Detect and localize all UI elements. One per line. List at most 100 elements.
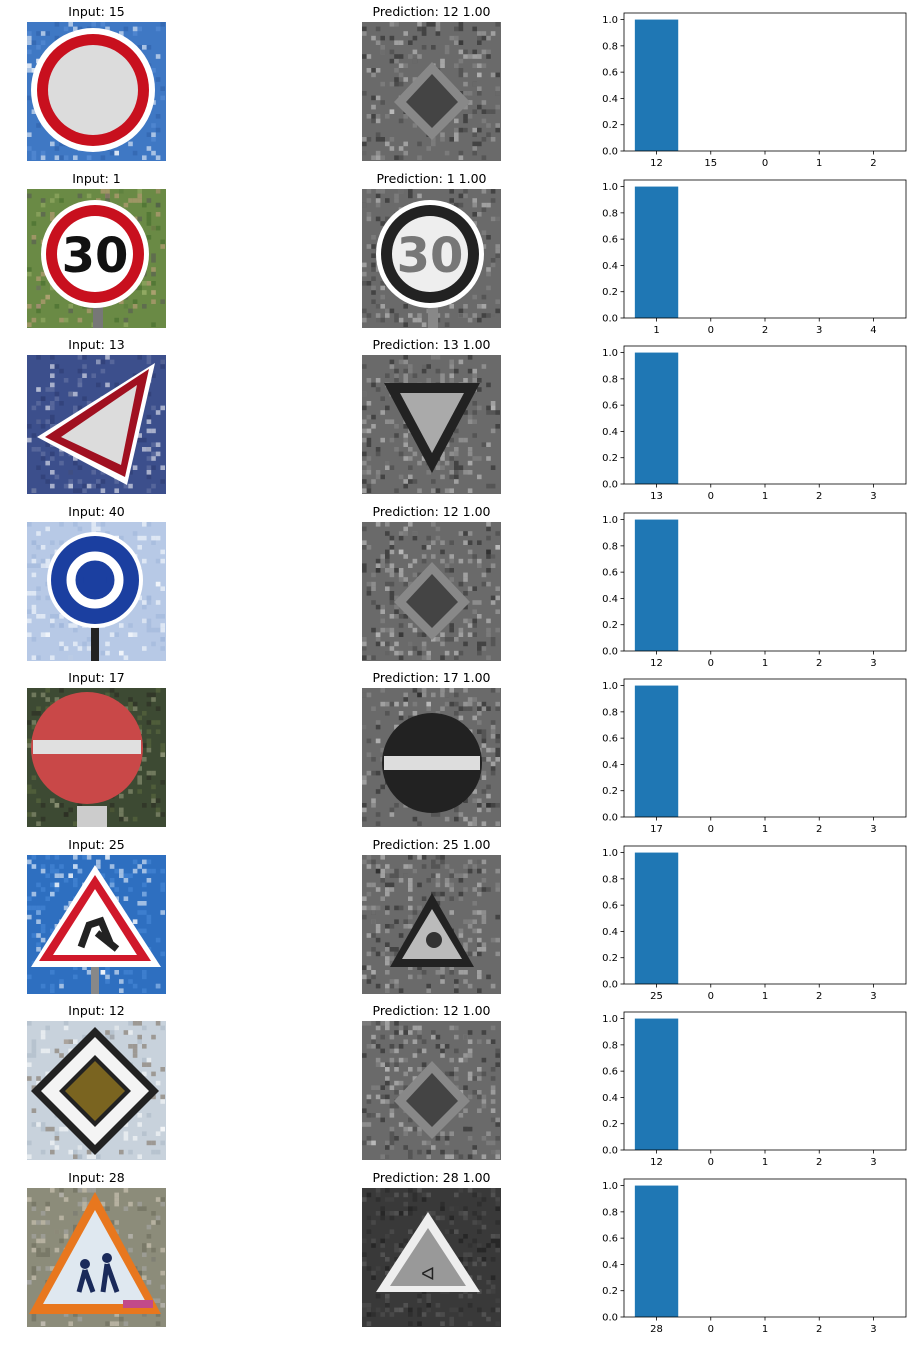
priority-road-sign-grayscale-icon <box>362 22 501 161</box>
y-tick-label: 0.4 <box>602 94 618 105</box>
top5-probability-chart: 0.0 0.2 0.4 0.6 0.8 1.0 13 0 1 2 3 <box>590 343 916 503</box>
y-tick-label: 0.2 <box>602 453 618 464</box>
y-tick-label: 1.0 <box>602 15 618 26</box>
x-tick-label: 2 <box>816 1157 822 1168</box>
prediction-title: Prediction: 28 1.00 <box>372 1170 491 1185</box>
y-tick-label: 0.8 <box>602 374 618 385</box>
priority-road-sign-grayscale-icon <box>362 522 501 661</box>
y-tick-label: 0.8 <box>602 208 618 219</box>
result-row: Input: 13 Prediction: 13 1.00 0.0 0.2 0.4 0.6… <box>0 333 916 503</box>
y-tick-label: 0.6 <box>602 401 618 412</box>
result-row: Input: 28 Prediction: 28 1.00 ᐊ 0.0 0.2 0.4 0.… <box>0 1166 916 1335</box>
y-tick-label: 0.0 <box>602 813 618 824</box>
x-tick-label: 2 <box>816 491 822 502</box>
y-tick-label: 0.8 <box>602 1207 618 1218</box>
road-work-sign-image <box>27 855 166 994</box>
yield-sign-image <box>27 355 166 494</box>
result-row: Input: 25 Prediction: 25 1.00 0.0 0.2 0.4 0.6… <box>0 833 916 1002</box>
svg-text:30: 30 <box>397 228 464 284</box>
road-work-sign-grayscale-image <box>362 855 501 994</box>
result-row: Input: 1 Prediction: 1 1.00 30 30 0.0 0.2 0.4 0… <box>0 167 916 337</box>
x-tick-label: 15 <box>704 158 717 169</box>
y-tick-label: 0.6 <box>602 68 618 79</box>
y-tick-label: 0.0 <box>602 980 618 991</box>
input-title: Input: 15 <box>68 4 125 19</box>
y-tick-label: 0.2 <box>602 1286 618 1297</box>
probability-chart-svg: 0.00.20.40.60.81.012 15 0 1 2 <box>602 12 907 169</box>
top5-probability-chart: 0.0 0.2 0.4 0.6 0.8 1.0 12 15 0 1 2 <box>590 10 916 170</box>
road-work-sign-icon <box>27 855 166 994</box>
bar-12 <box>634 19 679 152</box>
x-tick-label: 1 <box>762 1324 768 1335</box>
input-title: Input: 28 <box>68 1170 125 1185</box>
y-tick-label: 0.6 <box>602 734 618 745</box>
y-tick-label: 0.6 <box>602 235 618 246</box>
x-tick-label: 0 <box>708 658 714 669</box>
top5-probability-chart: 0.0 0.2 0.4 0.6 0.8 1.0 12 0 1 2 3 <box>590 1009 916 1169</box>
x-tick-label: 3 <box>870 991 876 1002</box>
prediction-title: Prediction: 25 1.00 <box>372 837 491 852</box>
y-tick-label: 0.8 <box>602 1040 618 1051</box>
top5-probability-chart: 0.0 0.2 0.4 0.6 0.8 1.0 12 0 1 2 3 <box>590 510 916 670</box>
x-tick-label: 12 <box>650 1157 663 1168</box>
y-tick-label: 0.2 <box>602 1119 618 1130</box>
y-tick-label: 1.0 <box>602 348 618 359</box>
bar-12 <box>634 519 679 651</box>
x-tick-label: 1 <box>762 1157 768 1168</box>
y-tick-label: 0.6 <box>602 1067 618 1078</box>
x-tick-label: 3 <box>816 325 822 336</box>
y-tick-label: 0.8 <box>602 41 618 52</box>
x-tick-label: 2 <box>762 325 768 336</box>
x-tick-label: 0 <box>708 1157 714 1168</box>
x-tick-label: 1 <box>762 658 768 669</box>
input-title: Input: 17 <box>68 670 125 685</box>
priority-road-sign-grayscale-icon <box>362 1021 501 1160</box>
speed-limit-30-sign-icon: 30 <box>27 189 166 328</box>
x-tick-label: 2 <box>816 824 822 835</box>
result-row: Input: 40 Prediction: 12 1.00 0.0 0.2 0.4 0.6… <box>0 500 916 670</box>
y-tick-label: 0.0 <box>602 314 618 325</box>
y-tick-label: 0.4 <box>602 760 618 771</box>
no-entry-sign-image <box>27 688 166 827</box>
bar-12 <box>634 1018 679 1150</box>
input-title: Input: 25 <box>68 837 125 852</box>
x-tick-label: 1 <box>762 824 768 835</box>
speed-limit-30-sign-grayscale-icon: 30 <box>362 189 501 328</box>
input-title: Input: 1 <box>72 171 121 186</box>
no-vehicles-sign-image <box>27 22 166 161</box>
probability-chart-svg: 0.00.20.40.60.81.012 0 1 2 3 <box>602 1011 907 1168</box>
priority-road-sign-grayscale-image <box>362 1021 501 1160</box>
y-tick-label: 1.0 <box>602 1181 618 1192</box>
result-row: Input: 17 Prediction: 17 1.00 0.0 0.2 0.4 0.6… <box>0 666 916 836</box>
x-tick-label: 3 <box>870 1157 876 1168</box>
svg-text:ᐊ: ᐊ <box>421 1264 435 1285</box>
x-tick-label: 2 <box>816 658 822 669</box>
bar-28 <box>634 1185 679 1317</box>
bar-25 <box>634 852 679 984</box>
x-tick-label: 2 <box>816 1324 822 1335</box>
y-tick-label: 0.0 <box>602 1146 618 1157</box>
top5-probability-chart: 0.0 0.2 0.4 0.6 0.8 1.0 1 0 2 3 4 <box>590 177 916 337</box>
x-tick-label: 12 <box>650 158 663 169</box>
prediction-title: Prediction: 12 1.00 <box>372 4 491 19</box>
y-tick-label: 0.6 <box>602 901 618 912</box>
roundabout-sign-image <box>27 522 166 661</box>
x-tick-label: 1 <box>762 991 768 1002</box>
y-tick-label: 1.0 <box>602 182 618 193</box>
prediction-title: Prediction: 12 1.00 <box>372 1003 491 1018</box>
prediction-title: Prediction: 13 1.00 <box>372 337 491 352</box>
yield-sign-icon <box>27 355 166 494</box>
x-tick-label: 3 <box>870 1324 876 1335</box>
x-tick-label: 4 <box>870 325 876 336</box>
x-tick-label: 1 <box>762 491 768 502</box>
x-tick-label: 0 <box>708 325 714 336</box>
speed-limit-30-sign-image: 30 <box>27 189 166 328</box>
probability-chart-svg: 0.0 0.2 0.4 0.6 0.8 1.0 17 0 1 2 3 <box>602 678 907 835</box>
y-tick-label: 0.6 <box>602 568 618 579</box>
y-tick-label: 0.4 <box>602 594 618 605</box>
no-entry-sign-grayscale-image <box>362 688 501 827</box>
x-tick-label: 28 <box>650 1324 663 1335</box>
top5-probability-chart: 0.0 0.2 0.4 0.6 0.8 1.0 17 0 1 2 3 <box>590 676 916 836</box>
priority-road-sign-grayscale-image <box>362 22 501 161</box>
y-tick-label: 0.0 <box>602 147 618 158</box>
